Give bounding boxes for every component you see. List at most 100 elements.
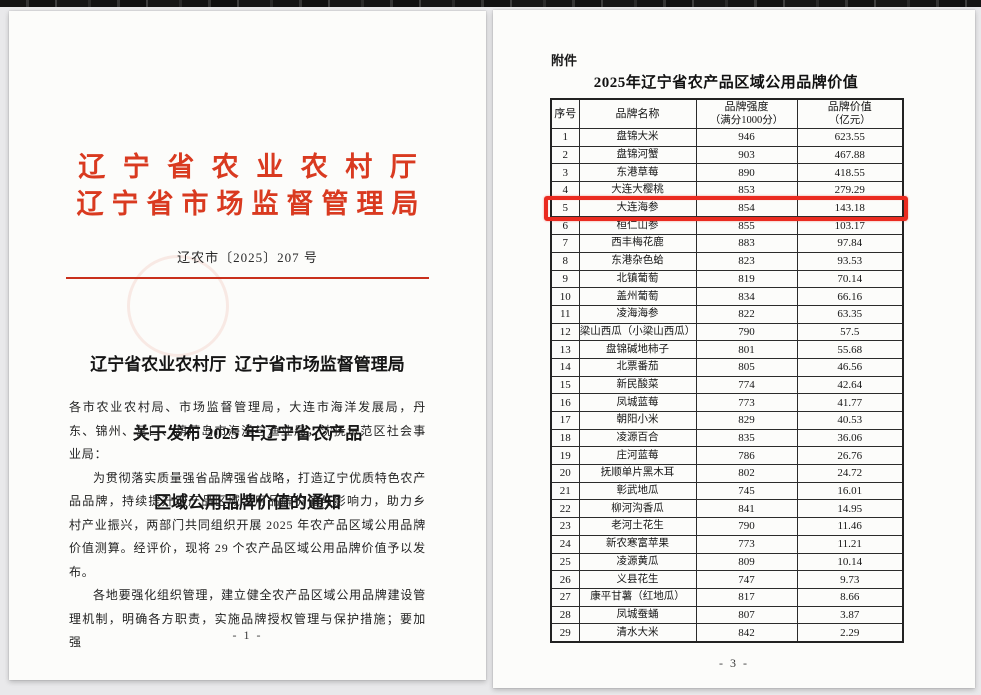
table-row: 7 西丰梅花鹿 883 97.84	[550, 234, 904, 253]
table-row: 11 凌海海参 822 63.35	[550, 304, 904, 324]
cell-brand-name: 梁山西瓜（小梁山西瓜）	[578, 322, 697, 342]
attachment-label: 附件	[551, 53, 578, 68]
cell-brand-name: 大连大樱桃	[578, 181, 697, 200]
cell-index: 15	[550, 375, 580, 395]
col-header-value-label: 品牌价值	[827, 101, 872, 113]
cell-brand-strength: 822	[695, 304, 798, 324]
cell-index: 7	[550, 234, 580, 253]
table-row: 8 东港杂色蛤 823 93.53	[550, 251, 904, 271]
cell-brand-name: 凤城蚕蛹	[578, 605, 697, 625]
cell-brand-value: 143.18	[796, 198, 904, 218]
table-row: 6 桓仁山参 855 103.17	[550, 216, 904, 236]
cell-brand-value: 3.87	[796, 605, 904, 625]
cell-brand-strength: 842	[695, 623, 798, 643]
table-row: 3 东港草莓 890 418.55	[550, 163, 904, 183]
table-row: 26 义县花生 747 9.73	[550, 570, 904, 589]
cell-brand-name: 北镇葡萄	[578, 269, 697, 289]
cell-brand-name: 新民酸菜	[578, 375, 697, 395]
cell-brand-value: 10.14	[796, 552, 904, 572]
table-row: 4 大连大樱桃 853 279.29	[550, 181, 904, 200]
cell-brand-value: 14.95	[796, 499, 904, 519]
table-row: 17 朝阳小米 829 40.53	[550, 411, 904, 430]
cell-brand-value: 623.55	[796, 128, 904, 147]
cell-brand-strength: 773	[695, 393, 798, 412]
cell-brand-value: 36.06	[796, 428, 904, 448]
cell-brand-value: 2.29	[796, 623, 904, 643]
cell-brand-strength: 853	[695, 181, 798, 200]
cell-brand-value: 42.64	[796, 375, 904, 395]
cell-index: 29	[550, 623, 580, 643]
cell-brand-name: 彰武地瓜	[578, 481, 697, 501]
table-row: 29 清水大米 842 2.29	[550, 623, 904, 643]
cell-brand-strength: 786	[695, 446, 798, 466]
cell-brand-strength: 855	[695, 216, 798, 236]
faint-official-seal	[127, 255, 229, 357]
cell-index: 6	[550, 216, 580, 236]
cell-brand-strength: 854	[695, 198, 798, 218]
cell-brand-value: 41.77	[796, 393, 904, 412]
cell-brand-strength: 823	[695, 251, 798, 271]
cell-brand-name: 盘锦碱地柿子	[578, 340, 697, 359]
cell-brand-value: 16.01	[796, 481, 904, 501]
cell-index: 10	[550, 287, 580, 306]
cell-brand-name: 老河土花生	[578, 517, 697, 536]
notice-title-line1: 辽宁省农业农村厅 辽宁省市场监督管理局	[90, 355, 405, 374]
col-header-strength-sub: （满分1000分）	[709, 115, 784, 126]
cell-brand-strength: 790	[695, 517, 798, 536]
notice-title: 辽宁省农业农村厅 辽宁省市场监督管理局 关于发布 2025 年辽宁省农产品 区域…	[9, 307, 486, 560]
cell-index: 20	[550, 464, 580, 483]
col-header-strength-label: 品牌强度	[724, 101, 769, 113]
cell-brand-strength: 802	[695, 464, 798, 483]
brand-value-table: 序号 品牌名称 品牌强度 （满分1000分） 品牌价值 （亿元）	[550, 98, 904, 643]
table-row: 16 凤城蓝莓 773 41.77	[550, 393, 904, 412]
table-row: 15 新民酸菜 774 42.64	[550, 375, 904, 395]
cell-brand-strength: 819	[695, 269, 798, 289]
cell-brand-name: 清水大米	[578, 623, 697, 643]
cell-brand-value: 97.84	[796, 234, 904, 253]
cell-index: 18	[550, 428, 580, 448]
table-header-row: 序号 品牌名称 品牌强度 （满分1000分） 品牌价值 （亿元）	[550, 98, 904, 129]
cell-brand-value: 57.5	[796, 322, 904, 342]
cell-index: 19	[550, 446, 580, 466]
cell-brand-name: 凌源百合	[578, 428, 697, 448]
cell-index: 22	[550, 499, 580, 519]
cell-brand-name: 庄河蓝莓	[578, 446, 697, 466]
cell-index: 11	[550, 304, 580, 324]
cell-index: 9	[550, 269, 580, 289]
cell-brand-value: 418.55	[796, 163, 904, 183]
col-header-strength: 品牌强度 （满分1000分）	[695, 98, 798, 129]
agency-name-line1: 辽宁省农业农村厅	[78, 152, 435, 182]
cell-index: 12	[550, 322, 580, 342]
table-row: 13 盘锦碱地柿子 801 55.68	[550, 340, 904, 359]
cell-brand-strength: 805	[695, 357, 798, 377]
document-page-1: 辽宁省农业农村厅 辽宁省市场监督管理局 辽农市〔2025〕207 号 辽宁省农业…	[9, 11, 486, 680]
body-paragraph-1: 为贯彻落实质量强省品牌强省战略，打造辽宁优质特色农产品品牌，持续提升农产品区域公…	[69, 470, 426, 579]
table-row: 27 康平甘薯（红地瓜） 817 8.66	[550, 587, 904, 607]
cell-brand-strength: 747	[695, 570, 798, 589]
cell-brand-name: 朝阳小米	[578, 411, 697, 430]
cell-brand-value: 70.14	[796, 269, 904, 289]
table-row: 24 新农寒富苹果 773 11.21	[550, 534, 904, 554]
cell-brand-value: 46.56	[796, 357, 904, 377]
table-row: 22 柳河沟香瓜 841 14.95	[550, 499, 904, 519]
cell-brand-strength: 946	[695, 128, 798, 147]
cell-brand-value: 279.29	[796, 181, 904, 200]
top-crop-strip	[0, 0, 981, 7]
agency-letterhead: 辽宁省农业农村厅 辽宁省市场监督管理局	[9, 149, 486, 223]
col-header-name: 品牌名称	[578, 98, 697, 129]
cell-brand-strength: 809	[695, 552, 798, 572]
cell-brand-strength: 790	[695, 322, 798, 342]
cell-brand-value: 8.66	[796, 587, 904, 607]
table-row: 28 凤城蚕蛹 807 3.87	[550, 605, 904, 625]
cell-brand-name: 西丰梅花鹿	[578, 234, 697, 253]
cell-brand-name: 北票番茄	[578, 357, 697, 377]
cell-brand-strength: 774	[695, 375, 798, 395]
cell-brand-value: 40.53	[796, 411, 904, 430]
table-row: 2 盘锦河蟹 903 467.88	[550, 145, 904, 165]
cell-brand-name: 东港草莓	[578, 163, 697, 183]
cell-brand-value: 24.72	[796, 464, 904, 483]
table-row: 1 盘锦大米 946 623.55	[550, 128, 904, 147]
cell-brand-strength: 807	[695, 605, 798, 625]
cell-brand-name: 东港杂色蛤	[578, 251, 697, 271]
